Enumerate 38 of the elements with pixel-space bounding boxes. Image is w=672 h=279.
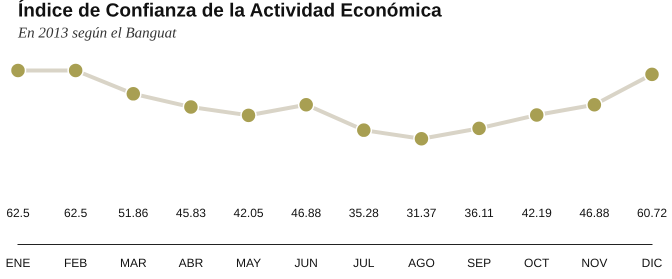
chart-subtitle: En 2013 según el Banguat xyxy=(17,26,178,42)
point xyxy=(470,120,488,137)
x-tick-label: OCT xyxy=(524,256,550,270)
data-label: 35.28 xyxy=(348,206,380,220)
x-tick-label: ABR xyxy=(178,256,204,270)
data-label: 42.19 xyxy=(522,206,552,220)
x-tick-label: JUL xyxy=(353,256,375,270)
x-tick-label: FEB xyxy=(64,256,88,270)
point xyxy=(413,130,430,147)
x-tick-label: MAR xyxy=(120,256,147,270)
point xyxy=(298,96,314,113)
point xyxy=(586,96,603,113)
data-label: 60.72 xyxy=(636,206,668,220)
x-tick-label: SEP xyxy=(467,256,492,270)
x-tick-label: JUN xyxy=(294,256,318,270)
point xyxy=(67,62,84,79)
point xyxy=(644,66,660,83)
data-label: 42.05 xyxy=(234,206,264,220)
x-tick-label: AGO xyxy=(408,256,435,270)
data-label: 62.5 xyxy=(64,206,88,220)
x-tick-label: MAY xyxy=(236,256,262,270)
point xyxy=(182,98,200,116)
data-label: 46.88 xyxy=(291,206,322,220)
data-label: 45.83 xyxy=(176,206,206,220)
chart-title: Índice de Confianza de la Actividad Económica xyxy=(18,0,442,22)
data-label: 36.11 xyxy=(464,206,494,220)
data-label: 46.88 xyxy=(579,206,610,220)
data-label: 51.86 xyxy=(118,206,149,220)
point xyxy=(356,122,372,138)
point xyxy=(125,86,142,102)
x-tick-label: ENE xyxy=(6,256,30,270)
x-tick-label: DIC xyxy=(642,256,663,270)
x-tick-label: NOV xyxy=(581,256,608,270)
data-label: 31.37 xyxy=(406,206,437,220)
data-label: 62.5 xyxy=(6,206,30,220)
point xyxy=(10,62,26,79)
point xyxy=(528,106,545,124)
point xyxy=(240,107,257,124)
